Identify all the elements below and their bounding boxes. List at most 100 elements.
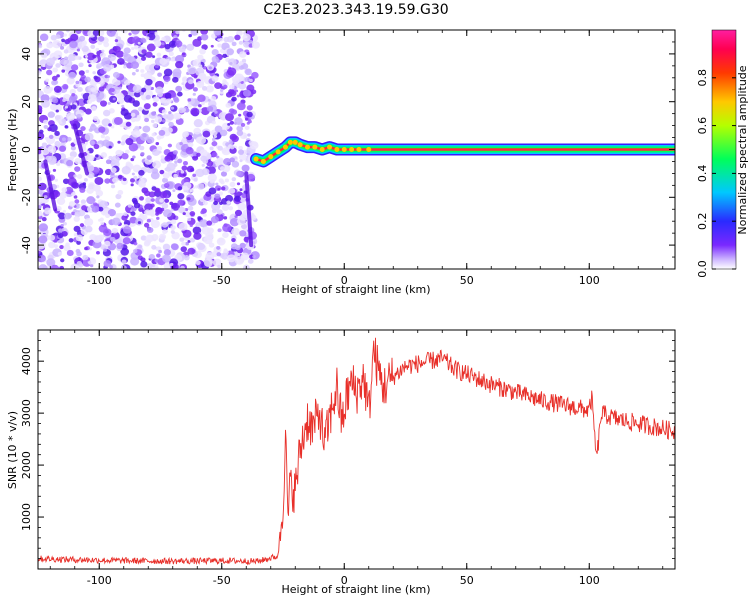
heatmap-cell — [213, 30, 222, 36]
heatmap-cell — [206, 220, 213, 226]
heatmap-cell — [48, 234, 56, 241]
heatmap-cell — [236, 125, 243, 132]
heatmap-cell — [193, 232, 202, 240]
heatmap-cell — [38, 250, 41, 254]
heatmap-cell — [59, 191, 67, 199]
heatmap-cell — [110, 125, 115, 129]
heatmap-cell — [122, 177, 127, 182]
heatmap-cell — [38, 205, 42, 209]
heatmap-cell — [64, 125, 69, 129]
heatmap-cell — [83, 178, 88, 182]
heatmap-cell — [182, 131, 190, 138]
heatmap-cell — [190, 107, 200, 116]
heatmap-cell — [199, 149, 208, 157]
heatmap-cell — [83, 31, 88, 35]
heatmap-cell — [117, 189, 124, 196]
heatmap-cell — [163, 182, 170, 188]
heatmap-cell — [136, 244, 143, 250]
heatmap-cell — [113, 45, 121, 53]
y-tick-label: 4000 — [20, 347, 33, 375]
heatmap-cell — [201, 208, 207, 214]
heatmap-cell — [182, 160, 189, 166]
heatmap-cell — [45, 57, 55, 66]
heatmap-cell — [160, 155, 165, 159]
heatmap-cell — [187, 142, 194, 148]
heatmap-cell — [70, 145, 76, 151]
heatmap-cell — [222, 231, 229, 239]
heatmap-cell — [201, 163, 205, 167]
heatmap-cell — [158, 249, 162, 254]
heatmap-cell — [103, 259, 112, 268]
heatmap-cell — [146, 218, 151, 223]
heatmap-cell — [164, 155, 172, 162]
heatmap-cell — [123, 65, 127, 69]
heatmap-cell — [68, 53, 77, 62]
heatmap-cell — [161, 42, 165, 46]
heatmap-cell — [43, 195, 48, 199]
heatmap-cell — [87, 94, 97, 102]
heatmap-cell — [125, 121, 132, 127]
heatmap-cell — [139, 91, 144, 96]
heatmap-cell — [223, 216, 228, 220]
heatmap-cell — [210, 95, 217, 102]
heatmap-cell — [46, 69, 53, 76]
heatmap-cell — [84, 246, 88, 251]
heatmap-cell — [132, 100, 140, 107]
heatmap-cell — [193, 75, 198, 79]
heatmap-cell — [69, 88, 77, 95]
heatmap-cell — [218, 191, 224, 196]
heatmap-cell — [100, 83, 104, 87]
heatmap-cell — [110, 236, 116, 242]
heatmap-cell — [103, 64, 112, 72]
heatmap-cell — [229, 181, 236, 188]
heatmap-cell — [38, 255, 46, 263]
heatmap-cell — [177, 199, 184, 206]
heatmap-cell — [55, 109, 59, 113]
ridge-point — [253, 156, 259, 162]
heatmap-cell — [73, 233, 78, 237]
heatmap-cell — [226, 48, 235, 56]
heatmap-cell — [88, 64, 92, 68]
heatmap-cell — [130, 183, 134, 187]
heatmap-cell — [128, 32, 132, 36]
heatmap-cell — [211, 137, 216, 142]
heatmap-cell — [234, 209, 242, 217]
heatmap-cell — [38, 161, 42, 167]
heatmap-cell — [199, 197, 205, 203]
heatmap-cell — [227, 122, 231, 126]
heatmap-cell — [47, 127, 52, 132]
heatmap-cell — [162, 119, 166, 123]
heatmap-cell — [157, 91, 164, 97]
heatmap-cell — [56, 74, 60, 78]
heatmap-streak — [43, 159, 58, 212]
heatmap-cell — [236, 130, 244, 136]
heatmap-cell — [101, 57, 111, 66]
heatmap-cell — [167, 143, 172, 148]
heatmap-cell — [192, 226, 202, 235]
heatmap-cell — [246, 121, 250, 125]
heatmap-cell — [110, 155, 120, 164]
y-tick-label: 3000 — [20, 399, 33, 427]
heatmap-cell — [56, 205, 62, 212]
heatmap-cell — [170, 225, 176, 231]
heatmap-cell — [177, 192, 185, 200]
heatmap-cell — [114, 39, 119, 43]
heatmap-cell — [68, 201, 76, 207]
heatmap-cell — [217, 187, 221, 191]
heatmap-cell — [117, 140, 121, 144]
snr-series-line — [38, 337, 675, 566]
heatmap-cell — [211, 141, 218, 147]
heatmap-streak — [72, 123, 89, 176]
heatmap-cell — [239, 65, 244, 70]
heatmap-cell — [38, 176, 43, 182]
heatmap-cell — [217, 43, 222, 48]
heatmap-cell — [85, 150, 90, 154]
heatmap-cell — [79, 187, 86, 193]
ridge-point — [349, 147, 355, 152]
heatmap-cell — [61, 187, 68, 193]
heatmap-cell — [234, 73, 244, 82]
heatmap-cell — [170, 230, 175, 234]
heatmap-cell — [105, 159, 112, 165]
heatmap-cell — [141, 87, 147, 93]
heatmap-cell — [75, 80, 80, 85]
